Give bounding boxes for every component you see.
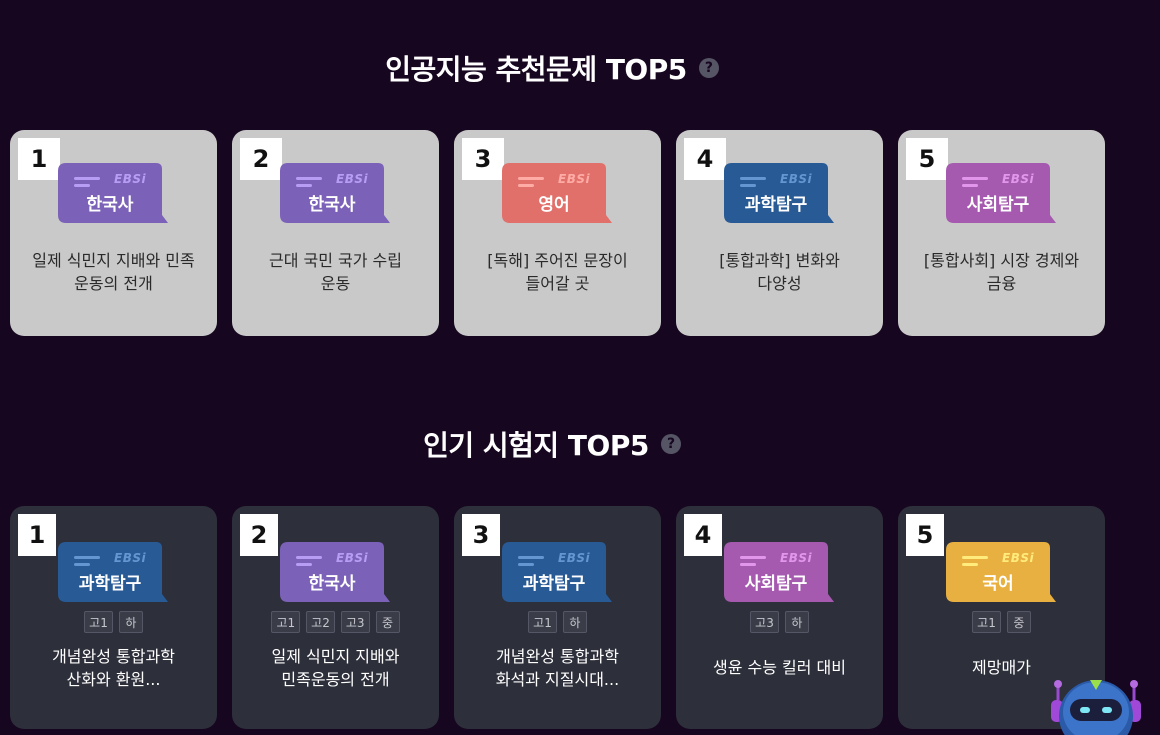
- grade-tag: 하: [118, 611, 143, 633]
- rank-number: 4: [684, 138, 726, 180]
- subject-label: 한국사: [308, 574, 356, 594]
- subject-badge: EBSi 영어: [502, 163, 612, 223]
- grade-tag: 고3: [750, 611, 779, 633]
- badge-lines-icon: [518, 556, 544, 570]
- problem-title: 일제 식민지 지배와 민족 운동의 전개: [32, 251, 195, 293]
- ai-recommend-card-5[interactable]: 5 EBSi 사회탐구 [통합사회] 시장 경제와 금융: [898, 130, 1105, 336]
- ebsi-logo: EBSi: [114, 172, 147, 186]
- subject-badge: EBSi 한국사: [280, 163, 390, 223]
- badge-lines-icon: [740, 177, 766, 191]
- exam-title: 개념완성 통합과학 화석과 지질시대...: [495, 647, 620, 689]
- grade-tag: 고1: [528, 611, 557, 633]
- ebsi-logo: EBSi: [558, 172, 591, 186]
- ebsi-logo: EBSi: [780, 551, 813, 565]
- rank-number: 2: [240, 138, 282, 180]
- subject-badge: EBSi 한국사: [280, 542, 390, 602]
- rank-number: 1: [18, 138, 60, 180]
- ebsi-logo: EBSi: [336, 551, 369, 565]
- grade-tag: 고1: [972, 611, 1001, 633]
- rank-number: 3: [462, 138, 504, 180]
- subject-badge: EBSi 국어: [946, 542, 1056, 602]
- exam-title: 제망매가: [972, 658, 1031, 677]
- rank-number: 5: [906, 138, 948, 180]
- subject-label: 영어: [538, 195, 570, 215]
- badge-lines-icon: [962, 177, 988, 191]
- ebsi-logo: EBSi: [1002, 551, 1035, 565]
- subject-label: 한국사: [308, 195, 356, 215]
- popular-exam-title: 인기 시험지 TOP5 ?: [0, 424, 1104, 464]
- grade-tag-list: 고1 하: [10, 611, 217, 633]
- grade-tag: 고3: [340, 611, 370, 633]
- subject-badge: EBSi 한국사: [58, 163, 168, 223]
- problem-title: 근대 국민 국가 수립 운동: [268, 251, 403, 293]
- subject-badge: EBSi 사회탐구: [946, 163, 1056, 223]
- subject-label: 과학탐구: [522, 574, 586, 594]
- grade-tag: 하: [784, 611, 809, 633]
- grade-tag: 고1: [271, 611, 301, 633]
- badge-lines-icon: [740, 556, 766, 570]
- ai-recommend-card-4[interactable]: 4 EBSi 과학탐구 [통합과학] 변화와 다양성: [676, 130, 883, 336]
- grade-tag: 중: [1006, 611, 1031, 633]
- subject-label: 국어: [982, 574, 1014, 594]
- exam-title: 일제 식민지 지배와 민족운동의 전개: [271, 647, 400, 689]
- popular-exam-title-text: 인기 시험지 TOP5: [423, 429, 649, 462]
- badge-lines-icon: [296, 177, 322, 191]
- ai-recommend-card-3[interactable]: 3 EBSi 영어 [독해] 주어진 문장이 들어갈 곳: [454, 130, 661, 336]
- badge-lines-icon: [296, 556, 322, 570]
- rank-number: 4: [684, 514, 722, 556]
- exam-title: 생윤 수능 킬러 대비: [712, 658, 847, 677]
- rank-number: 5: [906, 514, 944, 556]
- ebsi-logo: EBSi: [1002, 172, 1035, 186]
- ebsi-logo: EBSi: [114, 551, 147, 565]
- rank-number: 3: [462, 514, 500, 556]
- help-icon[interactable]: ?: [660, 434, 681, 454]
- ebsi-logo: EBSi: [780, 172, 813, 186]
- subject-badge: EBSi 사회탐구: [724, 542, 834, 602]
- grade-tag: 고2: [306, 611, 335, 633]
- subject-label: 사회탐구: [966, 195, 1030, 215]
- subject-label: 한국사: [86, 195, 134, 215]
- badge-lines-icon: [74, 556, 100, 570]
- subject-label: 과학탐구: [744, 195, 808, 215]
- subject-label: 과학탐구: [78, 574, 142, 594]
- grade-tag-list: 고3 하: [676, 611, 883, 633]
- help-icon[interactable]: ?: [698, 58, 719, 78]
- grade-tag: 중: [375, 611, 400, 633]
- subject-label: 사회탐구: [744, 574, 808, 594]
- subject-badge: EBSi 과학탐구: [58, 542, 168, 602]
- grade-tag-list: 고1 고2 고3 중: [232, 611, 439, 633]
- ai-recommend-title-text: 인공지능 추천문제 TOP5: [385, 53, 687, 86]
- problem-title: [통합사회] 시장 경제와 금융: [923, 251, 1080, 293]
- grade-tag-list: 고1 하: [454, 611, 661, 633]
- popular-exam-card-list: 1 EBSi 과학탐구 고1 하 개념완성 통합과학 산화와 환원... 2 EBSi 한국사 고…: [10, 506, 1105, 729]
- rank-number: 1: [18, 514, 56, 556]
- badge-lines-icon: [74, 177, 100, 191]
- ai-recommend-title: 인공지능 추천문제 TOP5 ?: [0, 48, 1104, 88]
- badge-lines-icon: [962, 556, 988, 570]
- ebsi-logo: EBSi: [558, 551, 591, 565]
- ebsi-logo: EBSi: [336, 172, 369, 186]
- problem-title: [통합과학] 변화와 다양성: [719, 251, 840, 293]
- grade-tag-list: 고1 중: [898, 611, 1105, 633]
- rank-number: 2: [240, 514, 278, 556]
- badge-lines-icon: [518, 177, 544, 191]
- grade-tag: 하: [562, 611, 587, 633]
- grade-tag: 고1: [84, 611, 113, 633]
- exam-title: 개념완성 통합과학 산화와 환원...: [52, 647, 175, 689]
- problem-title: [독해] 주어진 문장이 들어갈 곳: [487, 251, 628, 293]
- subject-badge: EBSi 과학탐구: [724, 163, 834, 223]
- robot-assistant-icon[interactable]: [1050, 676, 1142, 735]
- subject-badge: EBSi 과학탐구: [502, 542, 612, 602]
